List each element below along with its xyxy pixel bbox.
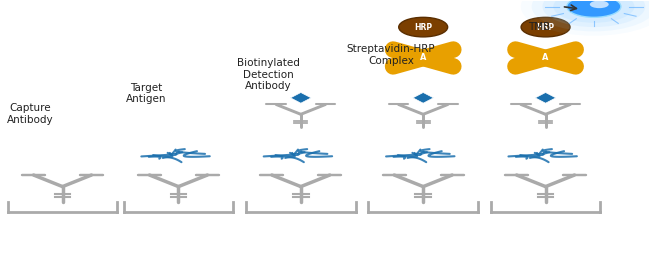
Circle shape [553,0,634,23]
Text: Biotinylated
Detection
Antibody: Biotinylated Detection Antibody [237,58,300,92]
Polygon shape [291,93,311,103]
Circle shape [567,0,621,17]
Text: A: A [420,54,426,62]
Text: Streptavidin-HRP
Complex: Streptavidin-HRP Complex [346,44,436,66]
Circle shape [398,17,448,37]
Circle shape [521,17,570,37]
Text: HRP: HRP [414,23,432,32]
Polygon shape [535,93,556,103]
Circle shape [532,0,650,31]
Polygon shape [413,93,434,103]
Text: HRP: HRP [536,23,554,32]
Text: A: A [542,54,549,62]
Text: Capture
Antibody: Capture Antibody [7,103,54,125]
Circle shape [521,0,650,36]
Circle shape [590,1,609,8]
Text: TMB: TMB [528,22,551,32]
Circle shape [543,0,645,27]
Text: Target
Antigen: Target Antigen [126,83,166,104]
